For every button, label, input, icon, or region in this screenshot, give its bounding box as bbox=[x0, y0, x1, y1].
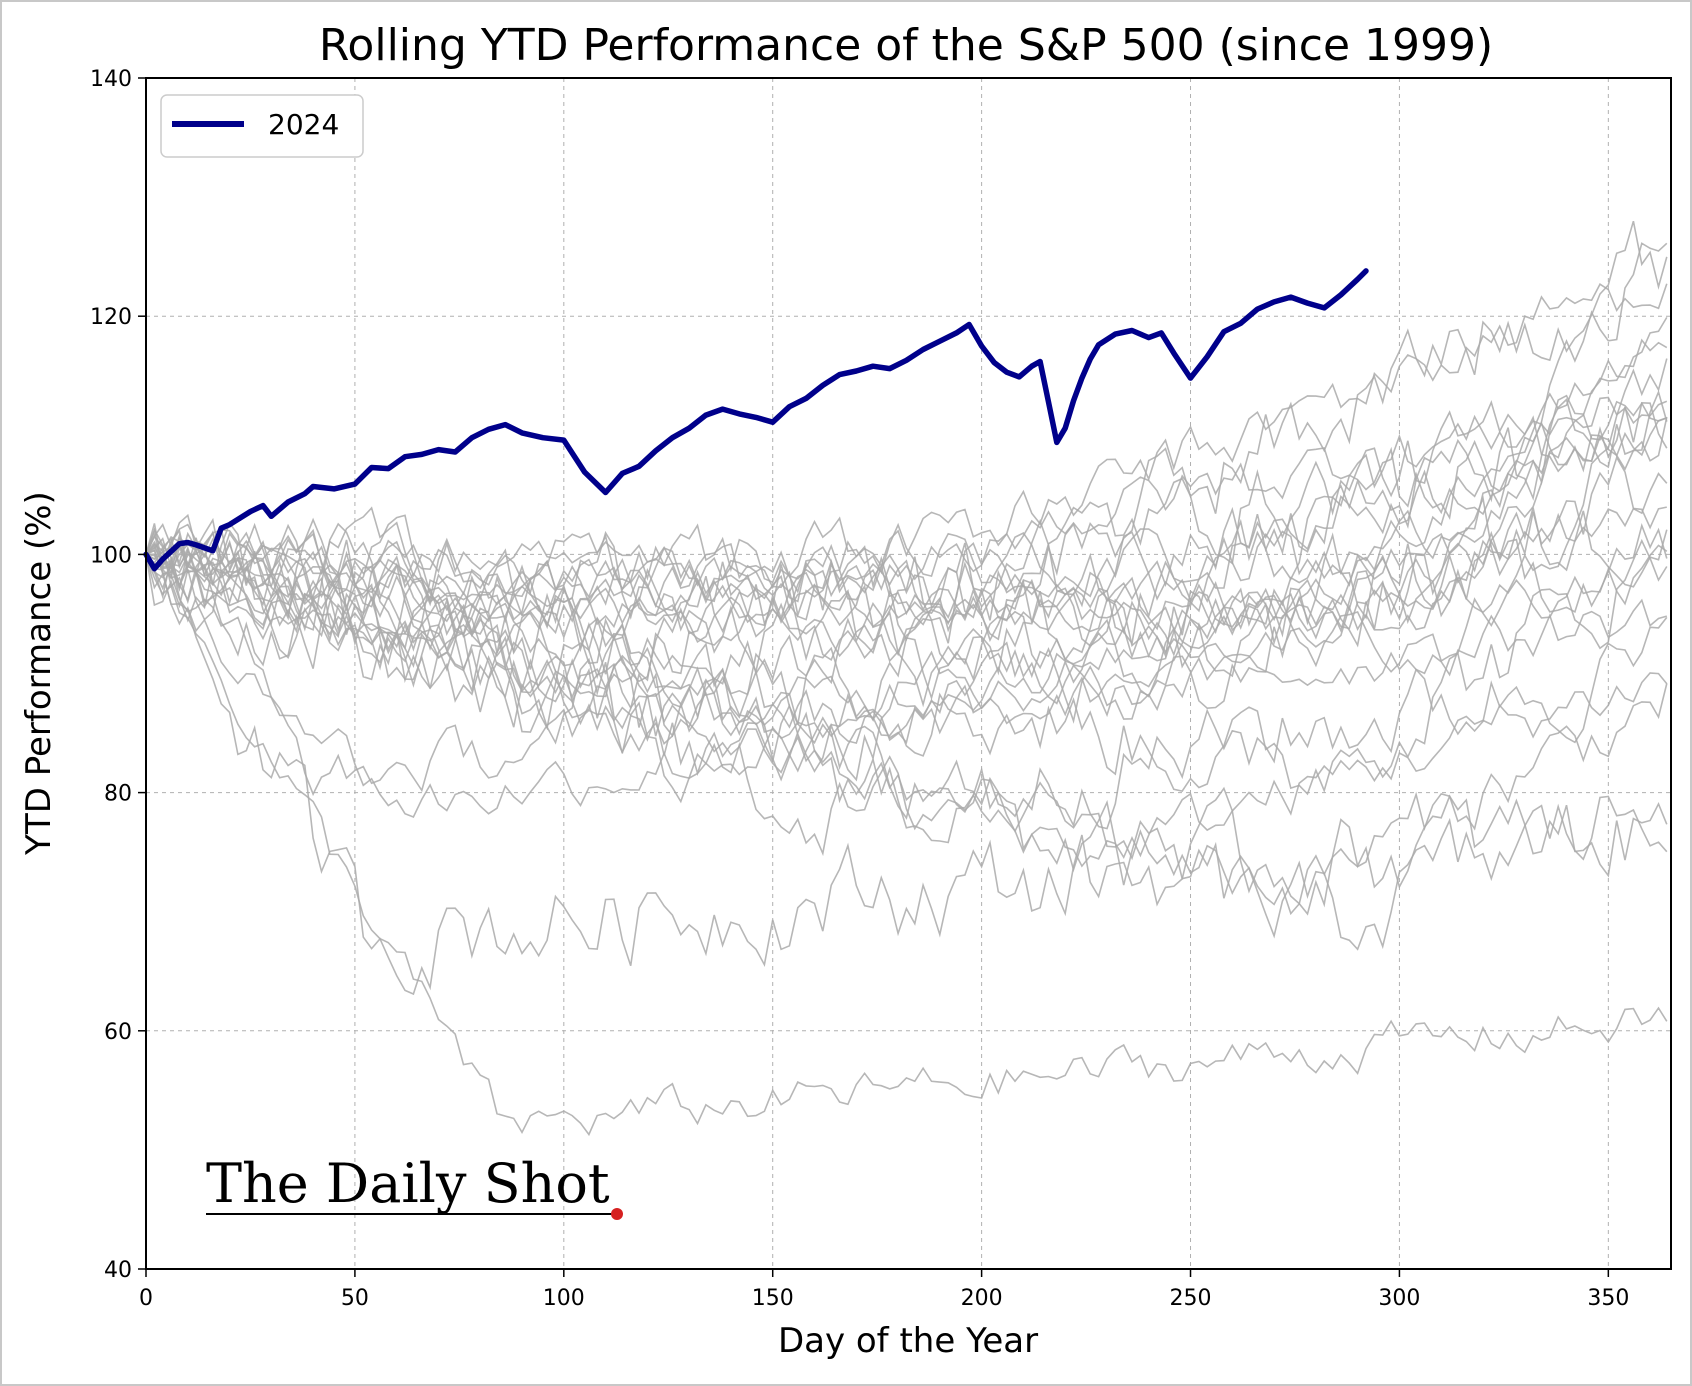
y-tick-label: 100 bbox=[90, 543, 132, 568]
x-tick-label: 150 bbox=[752, 1286, 794, 1311]
y-tick-label: 60 bbox=[104, 1020, 132, 1045]
y-tick-label: 40 bbox=[104, 1258, 132, 1283]
legend-box bbox=[160, 94, 364, 158]
y-tick-label: 120 bbox=[90, 305, 132, 330]
x-tick-label: 250 bbox=[1170, 1286, 1212, 1311]
x-tick-label: 100 bbox=[543, 1286, 585, 1311]
series-line-prior-year bbox=[145, 394, 1668, 662]
series-line-prior-year bbox=[145, 417, 1668, 705]
series-line-prior-year bbox=[145, 416, 1668, 685]
logo-wordmark: The Daily Shot bbox=[206, 1152, 610, 1215]
legend: 2024 bbox=[160, 94, 364, 158]
legend-entry-2024: 2024 bbox=[268, 108, 339, 141]
highlight-series-group bbox=[143, 268, 1369, 572]
series-line-prior-year bbox=[145, 528, 1668, 996]
chart-title: Rolling YTD Performance of the S&P 500 (… bbox=[319, 20, 1493, 71]
series-line-prior-year bbox=[145, 549, 1668, 819]
x-tick-label: 300 bbox=[1378, 1286, 1420, 1311]
logo-red-dot bbox=[611, 1208, 623, 1220]
daily-shot-logo: The Daily Shot bbox=[206, 1152, 623, 1220]
series-line-prior-year bbox=[145, 554, 1668, 1137]
series-line-prior-year bbox=[145, 389, 1668, 731]
y-tick-label: 80 bbox=[104, 782, 132, 807]
series-line-prior-year bbox=[145, 550, 1668, 868]
x-axis-ticks: 0 50 100 150 200 250 300 350 bbox=[139, 1269, 1629, 1311]
x-tick-label: 350 bbox=[1587, 1286, 1629, 1311]
series-line-2024 bbox=[143, 268, 1369, 572]
plot-area-frame bbox=[145, 77, 1672, 1270]
series-line-prior-year bbox=[145, 521, 1668, 796]
series-line-prior-year bbox=[145, 242, 1668, 599]
x-tick-label: 200 bbox=[961, 1286, 1003, 1311]
series-line-prior-year bbox=[145, 546, 1668, 916]
series-line-prior-year bbox=[145, 507, 1668, 737]
grid bbox=[146, 78, 1671, 1269]
y-axis-label: YTD Performance (%) bbox=[19, 491, 59, 856]
series-line-prior-year bbox=[145, 544, 1668, 797]
y-tick-label: 140 bbox=[90, 67, 132, 92]
x-tick-label: 50 bbox=[341, 1286, 369, 1311]
series-line-prior-year bbox=[145, 472, 1668, 745]
series-line-prior-year bbox=[145, 316, 1668, 632]
y-axis-ticks: 40 60 80 100 120 140 bbox=[90, 67, 146, 1283]
background-series-group bbox=[145, 220, 1668, 1137]
x-tick-label: 0 bbox=[139, 1286, 153, 1311]
x-axis-label: Day of the Year bbox=[778, 1321, 1038, 1361]
